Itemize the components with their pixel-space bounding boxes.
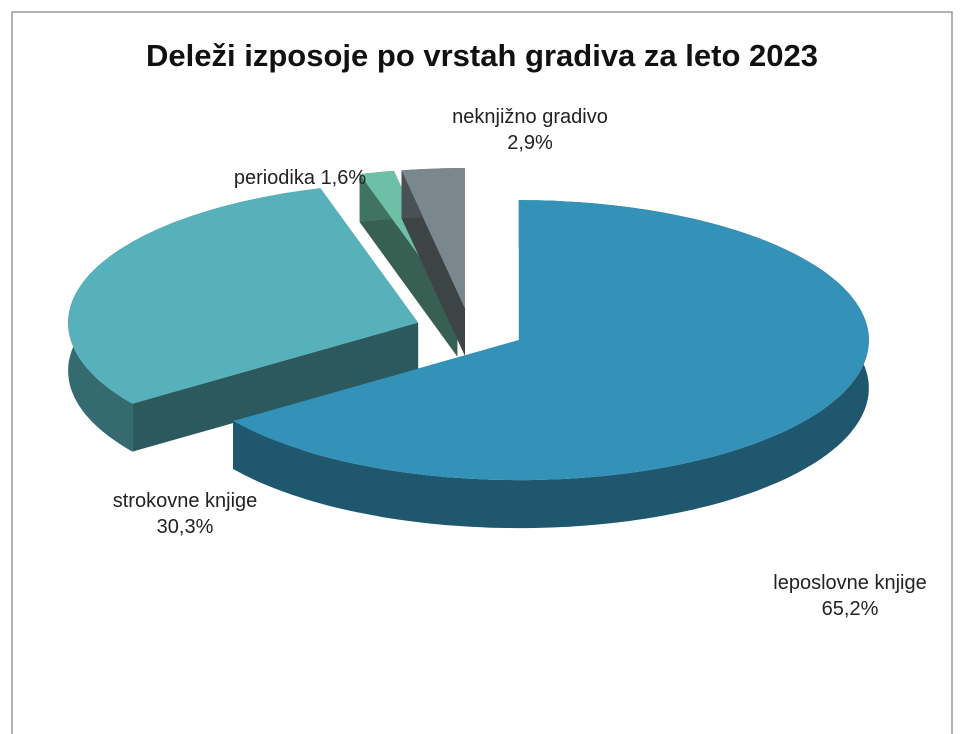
chart-frame <box>11 11 953 734</box>
data-label: periodika 1,6% <box>200 165 400 191</box>
chart-title: Deleži izposoje po vrstah gradiva za let… <box>146 38 818 73</box>
label-category: periodika <box>233 167 315 189</box>
data-label: leposlovne knjige 65,2% <box>760 570 940 622</box>
slice <box>233 200 869 481</box>
slice <box>401 168 465 309</box>
label-category: strokovne knjige <box>112 490 258 512</box>
slice-side <box>132 322 419 452</box>
label-category: neknjižno gradivo <box>452 106 608 128</box>
label-category: leposlovne knjige <box>773 572 927 594</box>
label-value: 2,9% <box>507 132 553 154</box>
slice <box>68 188 419 404</box>
label-value: 65,2% <box>821 598 879 620</box>
label-value: 1,6% <box>320 167 367 189</box>
label-value: 30,3% <box>156 516 214 538</box>
slice-wall <box>233 200 869 529</box>
pie <box>68 168 869 529</box>
slice-side <box>359 174 458 357</box>
data-label: neknjižno gradivo 2,9% <box>445 104 615 156</box>
data-label: strokovne knjige 30,3% <box>100 488 270 540</box>
